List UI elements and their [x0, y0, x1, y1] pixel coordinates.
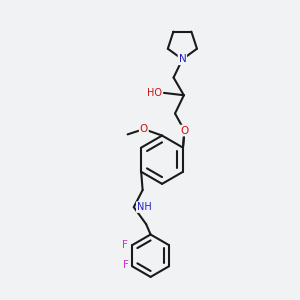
Text: F: F	[122, 240, 128, 250]
Text: NH: NH	[137, 202, 152, 212]
Text: F: F	[123, 260, 129, 270]
Text: N: N	[178, 54, 186, 64]
Text: HO: HO	[147, 88, 162, 98]
Text: O: O	[180, 126, 189, 136]
Text: O: O	[140, 124, 148, 134]
